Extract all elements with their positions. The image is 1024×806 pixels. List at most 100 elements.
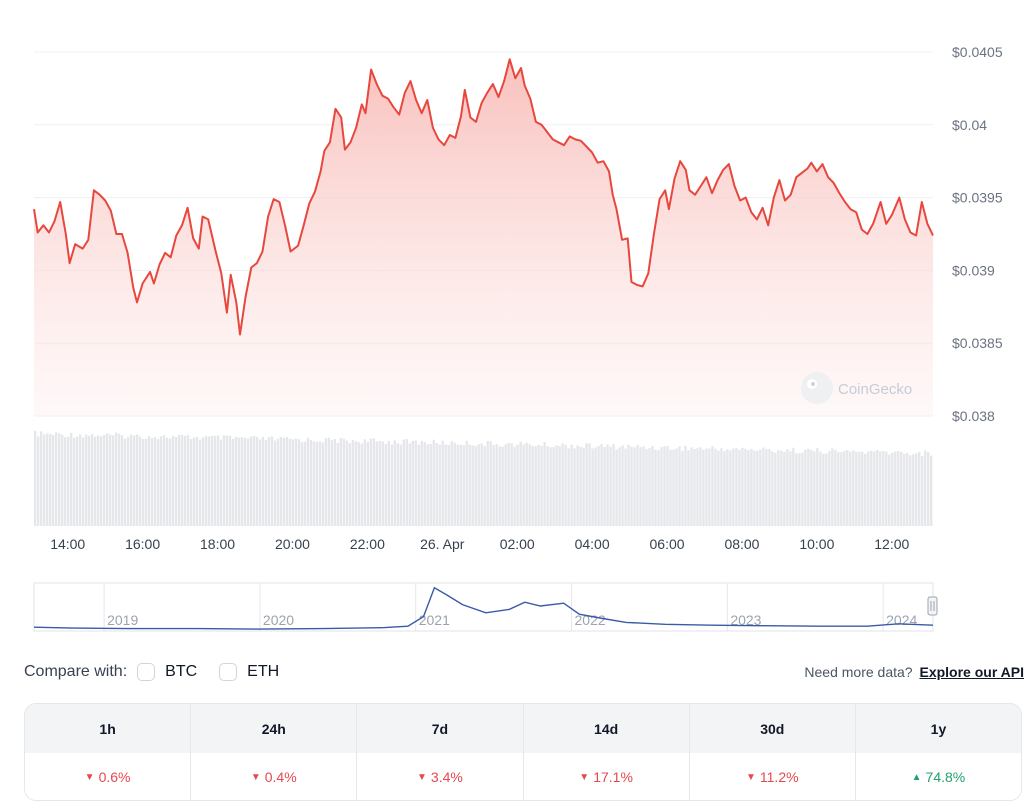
volume-bar	[444, 444, 447, 526]
range-navigator[interactable]: 2019 2020 2021 2022 2023 2024	[0, 575, 1024, 635]
x-tick-label: 22:00	[350, 536, 385, 552]
volume-bar	[519, 441, 522, 526]
y-tick-label: $0.038	[952, 408, 995, 424]
volume-bar	[225, 435, 229, 526]
volume-bar	[105, 433, 109, 526]
volume-bar	[876, 449, 879, 526]
volume-bar	[249, 436, 253, 526]
volume-bar	[477, 444, 480, 526]
volume-bar	[138, 436, 142, 526]
volume-bar	[501, 446, 504, 526]
volume-bar	[42, 434, 46, 526]
volume-bar	[885, 451, 888, 526]
volume-bar	[648, 448, 651, 526]
volume-bar	[66, 436, 70, 526]
volume-bar	[522, 444, 525, 526]
volume-bar	[513, 446, 516, 526]
volume-bar	[720, 448, 723, 526]
volume-bar	[666, 445, 669, 526]
navigator-year-label: 2020	[263, 612, 294, 628]
checkbox-box[interactable]	[219, 663, 238, 681]
volume-bar	[360, 443, 364, 526]
volume-bar	[297, 439, 301, 526]
volume-bar	[273, 440, 277, 526]
volume-bar	[915, 453, 918, 526]
volume-bar	[552, 446, 555, 526]
y-tick-label: $0.039	[952, 262, 995, 278]
volume-bar	[261, 436, 265, 526]
volume-bar	[810, 449, 813, 526]
volume-bar	[708, 448, 711, 526]
volume-bar	[906, 453, 909, 526]
checkbox-box[interactable]	[137, 663, 156, 681]
volume-bar	[852, 450, 855, 526]
volume-bar	[459, 444, 462, 526]
volume-bar	[738, 449, 741, 526]
compare-eth-checkbox[interactable]: ETH	[219, 663, 279, 681]
volume-bar	[759, 449, 762, 526]
navigator-year-label: 2024	[886, 612, 917, 628]
volume-bar	[237, 437, 241, 526]
volume-bar	[894, 451, 897, 526]
volume-bar	[408, 443, 411, 526]
volume-bar	[489, 441, 492, 526]
volume-bar	[120, 435, 124, 526]
compare-eth-label: ETH	[247, 663, 280, 680]
volume-bar	[375, 441, 379, 526]
change-value: 74.8%	[925, 769, 966, 785]
x-tick-label: 08:00	[724, 536, 759, 552]
volume-bar	[822, 453, 825, 526]
navigator-handle[interactable]	[927, 596, 938, 616]
volume-bar	[657, 450, 660, 526]
volume-bar	[159, 436, 163, 526]
volume-bar	[465, 440, 468, 526]
volume-bar	[516, 444, 519, 526]
volume-bar	[645, 449, 648, 526]
caret-down-icon: ▼	[745, 771, 756, 783]
volume-bar	[441, 440, 444, 526]
volume-bar	[900, 451, 903, 526]
volume-bar	[363, 439, 367, 526]
volume-bar	[486, 440, 489, 526]
period-30d: 30d	[690, 704, 856, 753]
volume-bar	[48, 433, 52, 526]
volume-bar	[690, 447, 693, 526]
x-tick-label: 02:00	[500, 536, 535, 552]
volume-bar	[60, 434, 64, 526]
volume-bar	[156, 439, 160, 526]
volume-bar	[747, 450, 750, 526]
volume-bar	[687, 450, 690, 526]
volume-bar	[717, 450, 720, 526]
volume-bar	[201, 437, 205, 526]
volume-bar	[537, 444, 540, 526]
explore-api-link[interactable]: Explore our API	[919, 664, 1024, 680]
volume-bar	[252, 435, 256, 526]
volume-bar	[795, 453, 798, 526]
volume-bar	[132, 435, 136, 526]
volume-bar	[609, 446, 612, 526]
volume-bar	[276, 438, 280, 526]
volume-bar	[543, 442, 546, 526]
more-data-note: Need more data? Explore our API	[804, 664, 1024, 680]
volume-bar	[714, 448, 717, 526]
volume-bar	[198, 439, 202, 526]
volume-bar	[99, 436, 103, 526]
period-7d: 7d	[357, 704, 524, 753]
volume-bar	[924, 450, 927, 526]
volume-bar	[90, 434, 94, 526]
volume-bar	[633, 447, 636, 526]
volume-bar	[630, 446, 633, 526]
volume-bar	[294, 438, 298, 526]
volume-bar	[825, 453, 828, 526]
price-change-values: ▼ 0.6% ▼ 0.4% ▼ 3.4% ▼ 17.1% ▼ 11.2% ▲ 74.8%	[25, 753, 1021, 800]
volume-bar	[216, 435, 220, 526]
volume-bar	[315, 441, 319, 526]
volume-bar	[855, 451, 858, 526]
volume-bar	[873, 451, 876, 526]
volume-bar	[636, 445, 639, 526]
volume-bar	[669, 449, 672, 526]
compare-btc-checkbox[interactable]: BTC	[137, 663, 197, 681]
volume-bar	[54, 432, 58, 526]
volume-bar	[798, 453, 801, 526]
price-chart[interactable]: $0.0405 $0.04 $0.0395 $0.039 $0.0385 $0.038 1…	[0, 0, 1024, 560]
